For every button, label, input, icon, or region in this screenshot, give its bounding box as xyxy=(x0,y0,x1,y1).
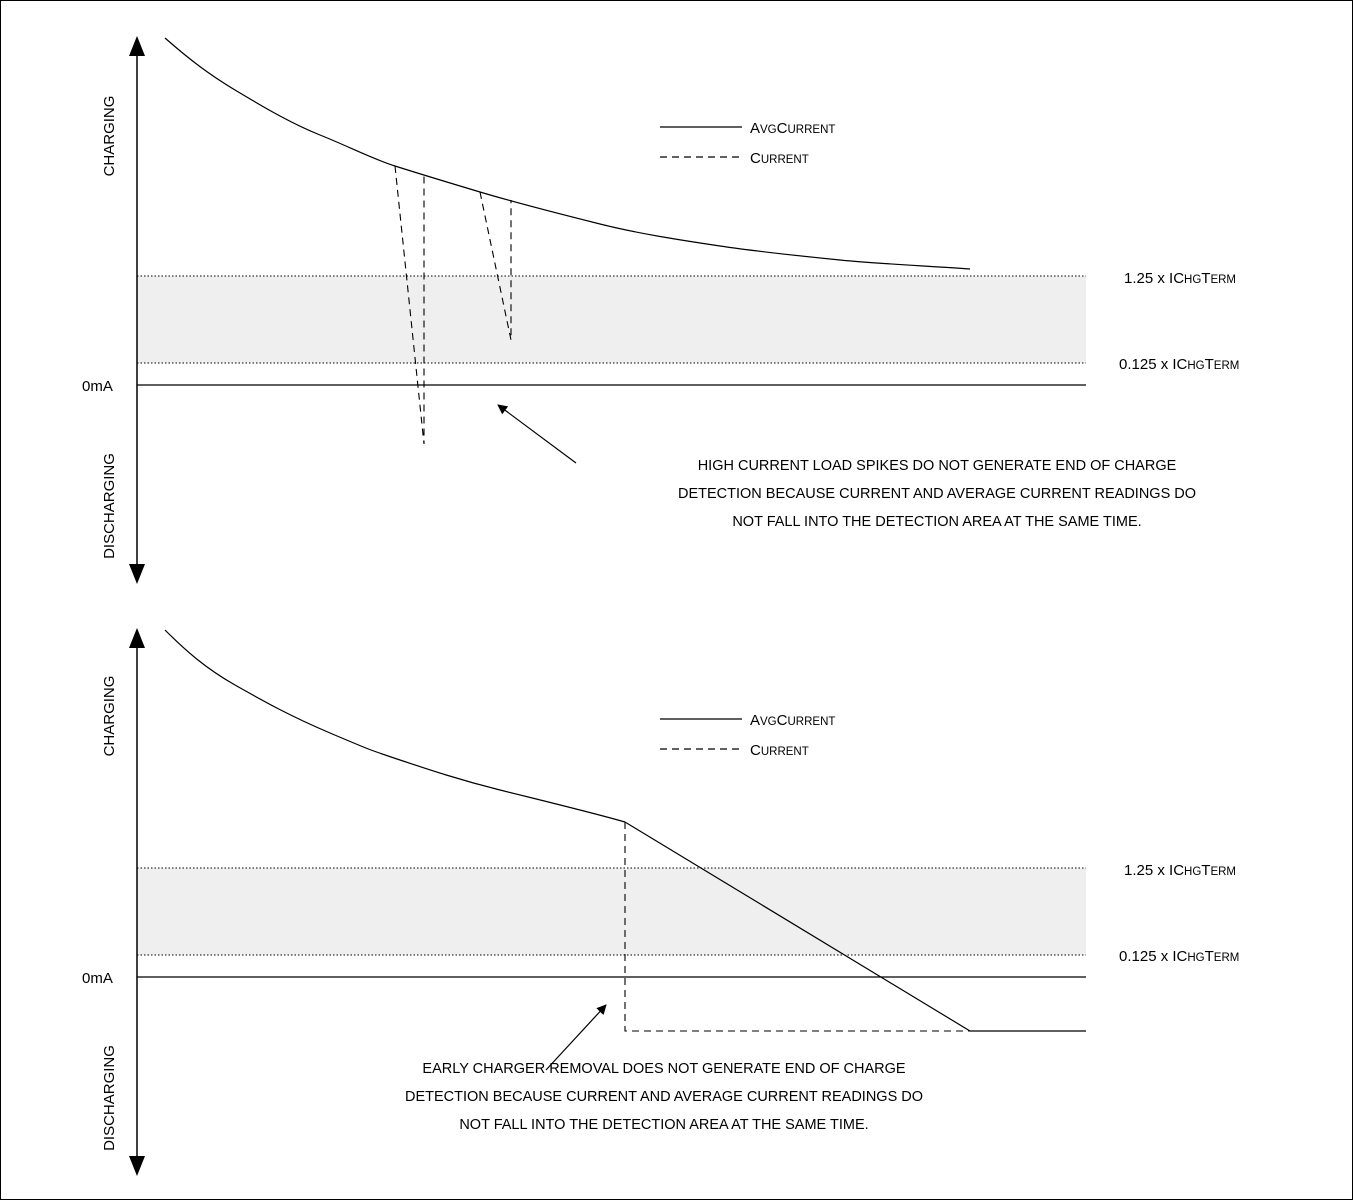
axis-arrow-up-icon xyxy=(129,628,145,648)
bottom-panel: CHARGING DISCHARGING 0mA AVGCURRENT CURR… xyxy=(82,628,1239,1176)
annotation-line-1: EARLY CHARGER REMOVAL DOES NOT GENERATE … xyxy=(422,1061,905,1077)
discharging-label: DISCHARGING xyxy=(101,1045,118,1151)
lower-threshold-label: 0.125 x ICHGTERM xyxy=(1119,356,1239,373)
axis-arrow-up-icon xyxy=(129,36,145,56)
upper-threshold-label: 1.25 x ICHGTERM xyxy=(1124,862,1236,879)
annotation-line-1: HIGH CURRENT LOAD SPIKES DO NOT GENERATE… xyxy=(698,458,1177,474)
current-step xyxy=(624,822,1086,1032)
legend-avgcurrent-label: AVGCURRENT xyxy=(750,120,835,137)
current-spike-1 xyxy=(394,165,425,445)
avgcurrent-curve xyxy=(164,37,971,270)
axis-arrow-down-icon xyxy=(129,1156,145,1176)
charging-label: CHARGING xyxy=(101,676,118,757)
charging-label: CHARGING xyxy=(101,96,118,177)
annotation-line-3: NOT FALL INTO THE DETECTION AREA AT THE … xyxy=(459,1117,868,1133)
annotation-line-3: NOT FALL INTO THE DETECTION AREA AT THE … xyxy=(732,514,1141,530)
avgcurrent-curve xyxy=(164,629,1086,1032)
annotation-arrow xyxy=(497,404,577,464)
current-spike-2 xyxy=(479,191,512,341)
legend-avgcurrent-label: AVGCURRENT xyxy=(750,712,835,729)
annotation-arrow xyxy=(545,1004,607,1071)
upper-threshold-label: 1.25 x ICHGTERM xyxy=(1124,270,1236,287)
discharging-label: DISCHARGING xyxy=(101,453,118,559)
detection-band xyxy=(137,276,1086,363)
legend-current-label: CURRENT xyxy=(750,150,809,167)
zero-label: 0mA xyxy=(82,378,113,395)
detection-band xyxy=(137,868,1086,955)
annotation-line-2: DETECTION BECAUSE CURRENT AND AVERAGE CU… xyxy=(678,486,1196,502)
legend-current-label: CURRENT xyxy=(750,742,809,759)
lower-threshold-label: 0.125 x ICHGTERM xyxy=(1119,948,1239,965)
annotation-line-2: DETECTION BECAUSE CURRENT AND AVERAGE CU… xyxy=(405,1089,923,1105)
zero-label: 0mA xyxy=(82,970,113,987)
top-panel: CHARGING DISCHARGING 0mA AVGCURRENT CURR… xyxy=(82,36,1239,584)
axis-arrow-down-icon xyxy=(129,564,145,584)
